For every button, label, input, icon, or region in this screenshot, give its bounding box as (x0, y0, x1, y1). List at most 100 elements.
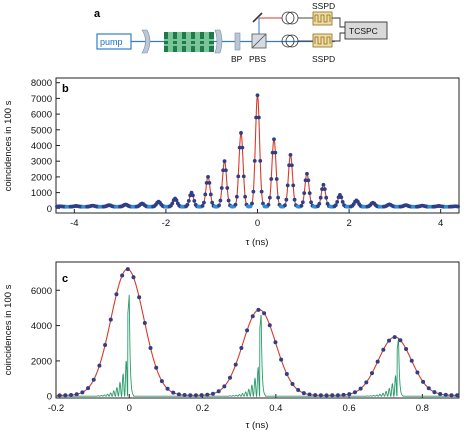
data-point-b (254, 115, 259, 120)
y-tick-label-b: 0 (47, 204, 52, 215)
data-point-b (299, 203, 304, 208)
data-point-c (426, 386, 431, 391)
data-point-b (241, 174, 246, 179)
data-point-b (243, 194, 248, 199)
x-tick-label-c: 0 (127, 403, 132, 414)
data-point-c (222, 384, 227, 389)
data-point-c (245, 328, 250, 333)
data-point-b (285, 183, 290, 188)
data-point-b (300, 200, 305, 205)
data-point-c (108, 317, 113, 322)
data-point-b (188, 193, 193, 198)
data-point-c (398, 338, 403, 343)
data-point-b (302, 191, 307, 196)
y-tick-label-b: 8000 (31, 78, 52, 89)
data-point-c (69, 392, 74, 397)
data-point-c (205, 392, 210, 397)
fit-curve-b (55, 93, 460, 208)
lens-2 (214, 29, 223, 54)
data-point-b (258, 159, 263, 163)
data-point-b (219, 186, 224, 190)
sspd-top-label: SSPD (312, 1, 335, 11)
x-tick-label-b: -4 (70, 218, 78, 229)
data-point-b (240, 145, 245, 150)
data-point-c (369, 371, 374, 376)
data-point-b (269, 177, 274, 181)
mirror (252, 12, 263, 23)
data-point-b (170, 201, 175, 206)
data-point-b (233, 202, 238, 207)
data-point-c (352, 390, 357, 395)
data-point-c (86, 386, 91, 391)
y-tick-label-c: 2000 (31, 356, 52, 367)
data-point-b (191, 193, 195, 198)
panel-label-c: c (62, 273, 68, 285)
data-point-c (335, 393, 340, 398)
fiber-coil-top (281, 11, 299, 25)
data-point-b (274, 177, 279, 181)
data-point-b (288, 153, 293, 157)
data-point-b (270, 150, 275, 155)
y-tick-label-b: 7000 (31, 94, 52, 105)
data-point-c (193, 393, 198, 398)
data-point-c (324, 393, 329, 398)
data-point-b (226, 198, 231, 203)
data-point-b (276, 195, 281, 200)
data-point-c (80, 390, 85, 395)
data-point-b (292, 197, 297, 202)
data-point-b (189, 190, 194, 195)
data-point-c (358, 386, 363, 391)
data-point-c (182, 393, 187, 398)
data-point-c (114, 292, 119, 297)
data-point-b (206, 175, 210, 179)
x-axis-label-b: τ (ns) (246, 237, 269, 248)
data-point-c (239, 346, 244, 350)
data-point-c (375, 359, 380, 364)
data-point-c (387, 338, 392, 343)
data-point-b (250, 201, 254, 206)
tcspc-box (344, 21, 388, 40)
data-point-b (339, 195, 344, 200)
data-point-b (204, 180, 209, 185)
bp-label: BP (231, 54, 243, 64)
pbs-label: PBS (249, 54, 266, 64)
data-point-b (236, 174, 241, 179)
data-point-b (237, 145, 242, 150)
x-axis-label-c: τ (ns) (246, 420, 269, 431)
x-tick-label-c: 0.6 (342, 403, 355, 414)
data-point-c (284, 371, 289, 376)
y-tick-label-c: 4000 (31, 321, 52, 332)
data-point-c (142, 321, 147, 326)
data-point-c (97, 363, 102, 368)
data-point-b (289, 163, 294, 168)
data-point-c (318, 393, 323, 398)
data-point-b (272, 137, 276, 142)
data-point-b (234, 194, 239, 199)
y-tick-label-b: 5000 (31, 125, 52, 136)
data-point-b (221, 168, 226, 173)
data-point-c (63, 393, 68, 398)
data-point-c (381, 347, 386, 352)
data-point-b (266, 202, 271, 207)
y-tick-label-b: 4000 (31, 141, 52, 152)
data-point-c (341, 392, 346, 397)
data-point-b (174, 198, 179, 203)
data-point-b (256, 115, 261, 120)
data-point-c (347, 392, 352, 397)
y-tick-label-b: 1000 (31, 188, 52, 199)
data-point-c (262, 311, 267, 316)
chart-panel-b: b -4 -2 0 2 4 0 1000 2000 3000 4000 5000 6000 7000 80… (3, 77, 460, 248)
data-point-c (233, 362, 238, 367)
data-point-c (159, 379, 164, 384)
data-point-c (421, 379, 426, 384)
data-point-c (432, 390, 437, 395)
data-point-c (216, 389, 221, 394)
signal-line-bottom (332, 32, 345, 42)
data-point-c (256, 307, 261, 312)
x-tick-label-c: 0.8 (416, 403, 429, 414)
data-point-c (74, 392, 79, 397)
data-point-b (303, 178, 308, 183)
data-point-b (287, 163, 291, 168)
bandpass-filter (234, 32, 241, 51)
data-point-c (120, 273, 125, 278)
